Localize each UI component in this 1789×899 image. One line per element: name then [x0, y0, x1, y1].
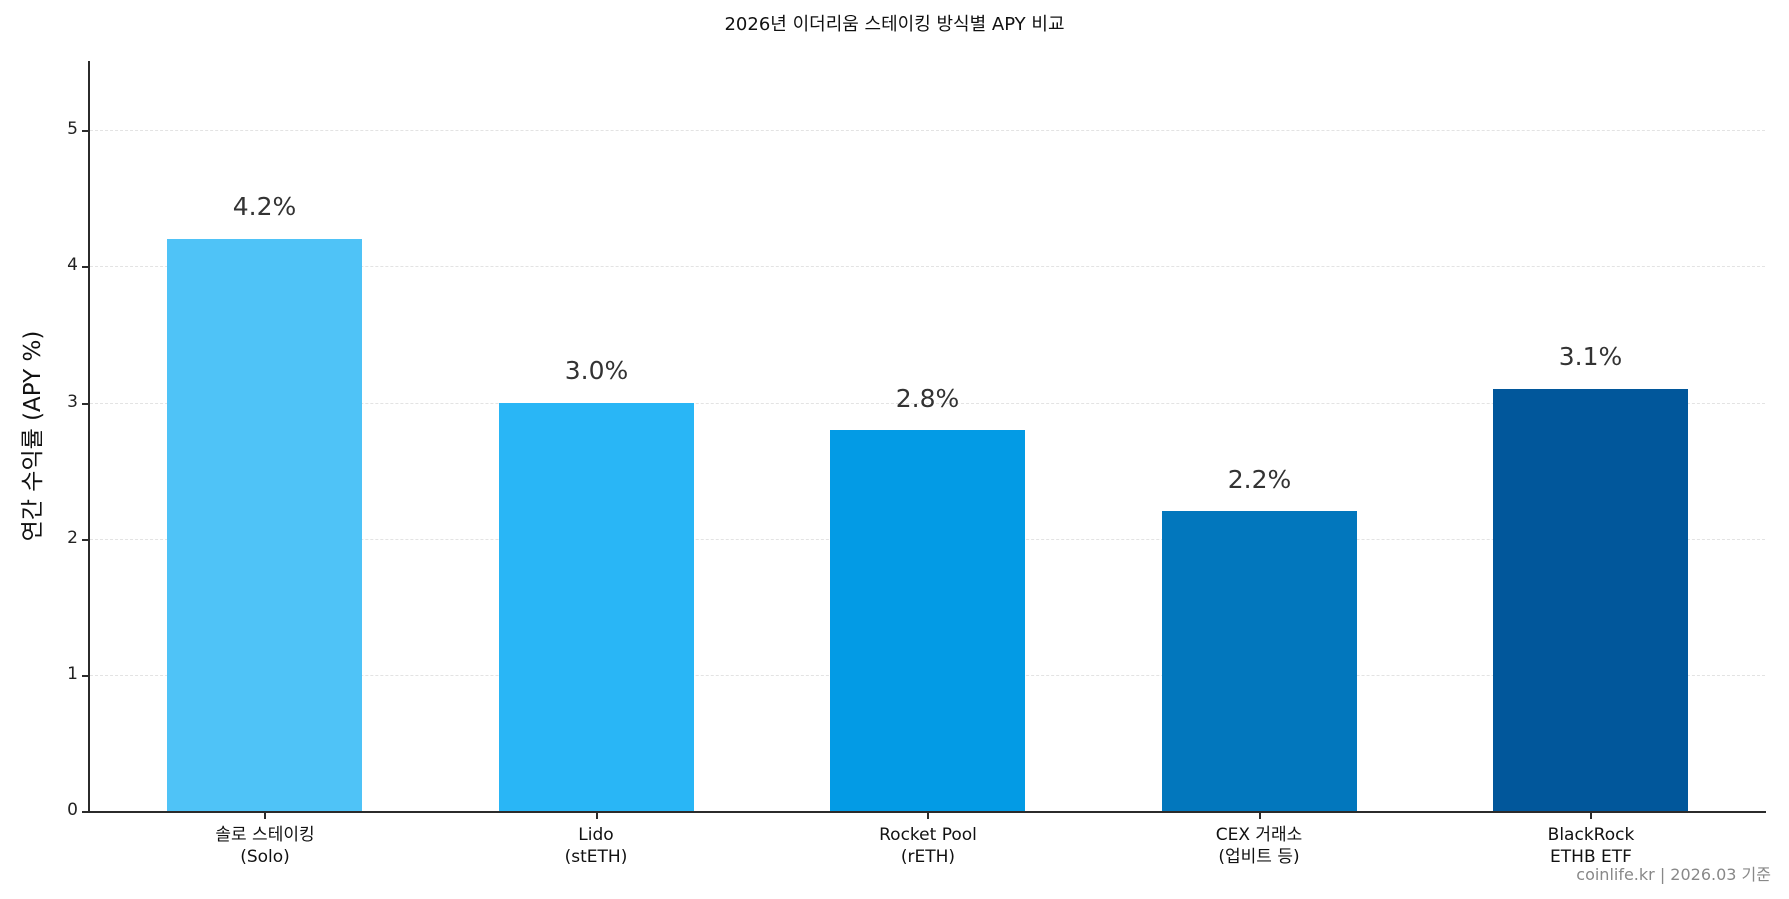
- x-axis: [88, 811, 1766, 813]
- y-tick: [82, 675, 88, 677]
- y-tick-label: 2: [67, 528, 78, 548]
- y-tick: [82, 266, 88, 268]
- x-tick: [1590, 813, 1592, 819]
- y-axis: [88, 61, 90, 813]
- bar-solo: [167, 239, 362, 811]
- x-label-line2: ETHB ETF: [1550, 847, 1632, 867]
- x-tick-label: 솔로 스테이킹 (Solo): [145, 824, 385, 868]
- gridline-5: [90, 130, 1765, 131]
- bar-blackrock: [1493, 389, 1688, 811]
- gridline-4: [90, 266, 1765, 267]
- y-axis-label: 연간 수익률 (APY %): [20, 330, 46, 542]
- y-tick-label: 0: [67, 800, 78, 820]
- x-tick: [1259, 813, 1261, 819]
- x-label-line2: (stETH): [564, 847, 628, 867]
- y-tick: [82, 403, 88, 405]
- gridline-3: [90, 403, 1765, 404]
- x-tick: [927, 813, 929, 819]
- bar-value-label: 4.2%: [232, 192, 297, 221]
- source-annotation: coinlife.kr | 2026.03 기준: [1576, 865, 1771, 884]
- x-tick-label: Rocket Pool (rETH): [808, 824, 1048, 868]
- y-tick-label: 1: [67, 664, 78, 684]
- x-tick-label: Lido (stETH): [476, 824, 716, 868]
- x-tick-label: CEX 거래소 (업비트 등): [1139, 824, 1379, 868]
- y-tick: [82, 539, 88, 541]
- x-label-line1: CEX 거래소: [1215, 825, 1303, 845]
- x-label-line1: BlackRock: [1547, 825, 1635, 845]
- y-tick: [82, 130, 88, 132]
- chart-title: 2026년 이더리움 스테이킹 방식별 APY 비교: [724, 14, 1065, 35]
- bar-value-label: 2.2%: [1227, 465, 1292, 494]
- x-label-line2: (Solo): [240, 847, 290, 867]
- x-tick-label: BlackRock ETHB ETF: [1471, 824, 1711, 868]
- bar-value-label: 3.1%: [1558, 342, 1623, 371]
- y-tick-label: 4: [67, 255, 78, 275]
- bar-value-label: 2.8%: [895, 384, 960, 413]
- x-tick: [596, 813, 598, 819]
- x-label-line2: (rETH): [900, 847, 956, 867]
- bar-value-label: 3.0%: [564, 356, 629, 385]
- x-label-line1: Lido: [578, 825, 614, 845]
- x-label-line1: 솔로 스테이킹: [215, 825, 315, 845]
- x-label-line1: Rocket Pool: [879, 825, 977, 845]
- y-tick-label: 5: [67, 119, 78, 139]
- y-tick-label: 3: [67, 392, 78, 412]
- bar-cex: [1162, 511, 1357, 811]
- x-tick: [264, 813, 266, 819]
- x-label-line2: (업비트 등): [1218, 847, 1300, 867]
- bar-rocket-pool: [830, 430, 1025, 811]
- bar-lido: [499, 403, 694, 811]
- y-tick: [82, 811, 88, 813]
